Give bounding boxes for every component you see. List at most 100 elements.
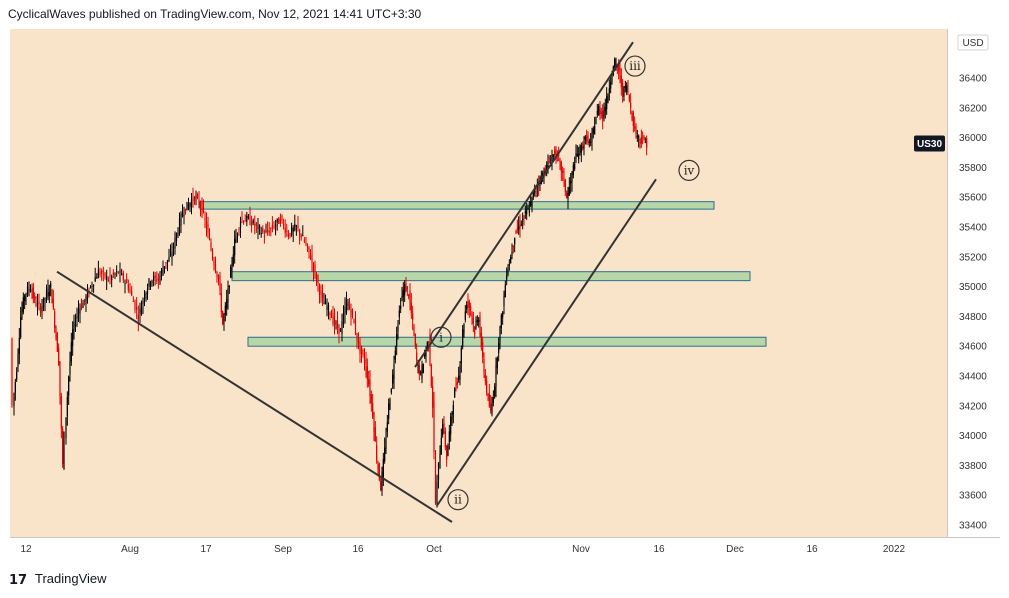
candle-body [467, 301, 469, 305]
candle-body [618, 65, 620, 72]
candle-body [482, 341, 484, 358]
wave-label-ii: ii [454, 493, 462, 507]
candle-body [265, 230, 267, 233]
candle-body [558, 154, 560, 157]
candle-body [169, 254, 172, 256]
candle-body [596, 110, 598, 116]
candle-body [112, 272, 114, 275]
candle-body [463, 324, 465, 333]
candle-body [356, 333, 358, 342]
candle-body [459, 365, 461, 380]
candle-body [56, 333, 58, 352]
candle-body [552, 154, 554, 157]
candle-body [475, 324, 477, 328]
candle-body [39, 306, 42, 314]
candle-body [17, 354, 19, 368]
candle-body [496, 357, 498, 369]
candle-body [636, 135, 638, 138]
candle-body [246, 215, 248, 222]
candle-body [20, 316, 22, 338]
candle-body [134, 300, 136, 311]
candle-body [281, 215, 283, 221]
candle-body [409, 289, 411, 303]
candle-body [186, 202, 188, 211]
candle-body [222, 311, 224, 325]
trendlines-layer [56, 41, 657, 523]
candle-body [114, 273, 116, 275]
candle-body [122, 273, 124, 281]
candle-body [51, 289, 53, 304]
wave-circle-iii [624, 55, 646, 77]
candle-body [198, 199, 200, 205]
candle-body [447, 446, 449, 457]
candle-body [499, 326, 501, 343]
candle-body [421, 365, 423, 380]
candle-body [168, 256, 170, 262]
candle-body [142, 300, 144, 305]
candle-body [273, 225, 275, 228]
candle-body [289, 233, 291, 237]
tradingview-logo-icon: 17 [9, 573, 27, 586]
candle-body [362, 349, 364, 356]
candle-body [162, 268, 164, 276]
candle-body [336, 321, 339, 329]
candle-body [575, 153, 577, 159]
candle-body [588, 141, 590, 143]
candle-body [111, 275, 113, 280]
candle-body [175, 233, 178, 242]
candle-body [292, 227, 294, 232]
candle-body [311, 254, 313, 263]
candle-body [204, 217, 206, 220]
candle-body [249, 215, 251, 225]
candle-body [630, 102, 632, 108]
candle-body [401, 296, 403, 299]
candle-body [602, 111, 604, 120]
candle-body [70, 342, 72, 362]
candle-body [315, 273, 318, 282]
candle-body [635, 126, 637, 135]
candle-body [193, 197, 196, 202]
candle-body [21, 308, 23, 318]
candle-body [189, 203, 191, 207]
candle-body [149, 282, 152, 287]
candle-body [127, 284, 129, 290]
candle-body [196, 194, 199, 198]
candle-body [374, 427, 376, 442]
candle-body [318, 286, 321, 295]
candle-body [235, 235, 237, 243]
candle-body [472, 317, 474, 324]
candle-body [283, 224, 285, 226]
candle-body [532, 192, 534, 197]
y-tick-label: 34800 [959, 312, 987, 323]
candle-body [538, 184, 540, 187]
candle-body [547, 162, 549, 169]
candle-body [16, 372, 18, 380]
candle-body [464, 311, 466, 320]
candle-body [86, 290, 89, 300]
candle-body [267, 229, 269, 232]
candle-body [66, 396, 68, 417]
candle-body [372, 403, 374, 417]
candle-body [363, 357, 366, 364]
candle-body [350, 309, 352, 318]
x-tick-label: 16 [806, 544, 818, 555]
candle-body [564, 179, 566, 192]
candle-body [555, 149, 557, 160]
candle-body [397, 324, 399, 332]
x-tick-label: 17 [200, 544, 212, 555]
x-tick-label: Aug [121, 544, 139, 555]
candle-body [180, 213, 182, 226]
candle-body [426, 342, 428, 348]
candle-body [73, 321, 75, 331]
candle-body [369, 379, 371, 397]
candle-body [65, 417, 67, 439]
publish-header: CyclicalWaves published on TradingView.c… [8, 7, 422, 21]
candle-body [619, 67, 621, 76]
candle-body [153, 276, 155, 281]
candle-body [611, 75, 613, 83]
candle-body [437, 462, 440, 480]
candle-body [321, 292, 324, 299]
candle-body [443, 423, 445, 430]
